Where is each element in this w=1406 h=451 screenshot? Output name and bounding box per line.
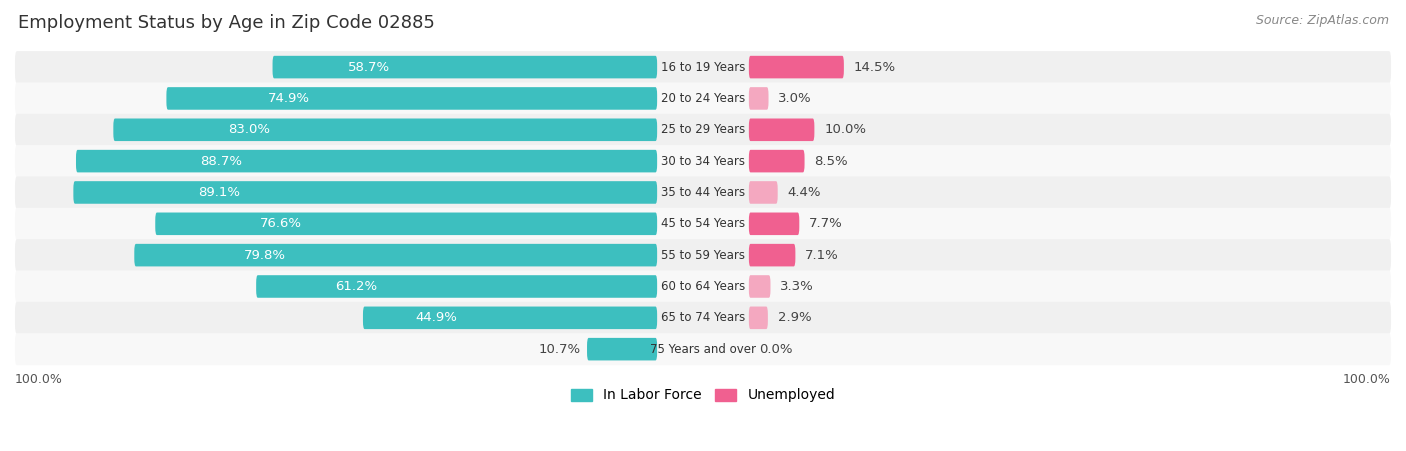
FancyBboxPatch shape (749, 87, 769, 110)
Text: Employment Status by Age in Zip Code 02885: Employment Status by Age in Zip Code 028… (18, 14, 434, 32)
FancyBboxPatch shape (749, 56, 844, 78)
FancyBboxPatch shape (749, 150, 804, 172)
FancyBboxPatch shape (76, 150, 657, 172)
Text: 3.0%: 3.0% (779, 92, 813, 105)
FancyBboxPatch shape (155, 212, 657, 235)
Text: Source: ZipAtlas.com: Source: ZipAtlas.com (1256, 14, 1389, 27)
FancyBboxPatch shape (135, 244, 657, 267)
FancyBboxPatch shape (749, 244, 796, 267)
FancyBboxPatch shape (15, 176, 1391, 208)
Text: 58.7%: 58.7% (347, 60, 389, 74)
Text: 3.3%: 3.3% (780, 280, 814, 293)
FancyBboxPatch shape (15, 83, 1391, 115)
FancyBboxPatch shape (749, 119, 814, 141)
Text: 44.9%: 44.9% (416, 311, 457, 324)
Text: 61.2%: 61.2% (336, 280, 377, 293)
Text: 25 to 29 Years: 25 to 29 Years (661, 123, 745, 136)
Legend: In Labor Force, Unemployed: In Labor Force, Unemployed (565, 383, 841, 408)
FancyBboxPatch shape (15, 208, 1391, 240)
Text: 45 to 54 Years: 45 to 54 Years (661, 217, 745, 230)
FancyBboxPatch shape (363, 307, 657, 329)
FancyBboxPatch shape (588, 338, 657, 360)
Text: 35 to 44 Years: 35 to 44 Years (661, 186, 745, 199)
Text: 74.9%: 74.9% (269, 92, 311, 105)
Text: 55 to 59 Years: 55 to 59 Years (661, 249, 745, 262)
Text: 100.0%: 100.0% (15, 373, 63, 386)
Text: 76.6%: 76.6% (260, 217, 302, 230)
FancyBboxPatch shape (15, 114, 1391, 146)
Text: 100.0%: 100.0% (1343, 373, 1391, 386)
Text: 2.9%: 2.9% (778, 311, 811, 324)
Text: 30 to 34 Years: 30 to 34 Years (661, 155, 745, 168)
Text: 10.0%: 10.0% (824, 123, 866, 136)
Text: 20 to 24 Years: 20 to 24 Years (661, 92, 745, 105)
Text: 60 to 64 Years: 60 to 64 Years (661, 280, 745, 293)
Text: 7.1%: 7.1% (806, 249, 839, 262)
FancyBboxPatch shape (749, 275, 770, 298)
FancyBboxPatch shape (15, 51, 1391, 83)
FancyBboxPatch shape (749, 307, 768, 329)
Text: 83.0%: 83.0% (228, 123, 270, 136)
Text: 89.1%: 89.1% (198, 186, 240, 199)
Text: 8.5%: 8.5% (814, 155, 848, 168)
FancyBboxPatch shape (749, 212, 800, 235)
FancyBboxPatch shape (166, 87, 657, 110)
Text: 0.0%: 0.0% (759, 343, 792, 356)
FancyBboxPatch shape (256, 275, 657, 298)
Text: 10.7%: 10.7% (538, 343, 581, 356)
Text: 7.7%: 7.7% (808, 217, 842, 230)
Text: 79.8%: 79.8% (245, 249, 285, 262)
FancyBboxPatch shape (15, 333, 1391, 365)
FancyBboxPatch shape (15, 145, 1391, 177)
FancyBboxPatch shape (15, 239, 1391, 271)
Text: 16 to 19 Years: 16 to 19 Years (661, 60, 745, 74)
FancyBboxPatch shape (15, 302, 1391, 334)
FancyBboxPatch shape (273, 56, 657, 78)
Text: 75 Years and over: 75 Years and over (650, 343, 756, 356)
FancyBboxPatch shape (749, 181, 778, 204)
Text: 4.4%: 4.4% (787, 186, 821, 199)
Text: 65 to 74 Years: 65 to 74 Years (661, 311, 745, 324)
FancyBboxPatch shape (15, 271, 1391, 303)
FancyBboxPatch shape (73, 181, 657, 204)
Text: 14.5%: 14.5% (853, 60, 896, 74)
FancyBboxPatch shape (114, 119, 657, 141)
Text: 88.7%: 88.7% (200, 155, 242, 168)
